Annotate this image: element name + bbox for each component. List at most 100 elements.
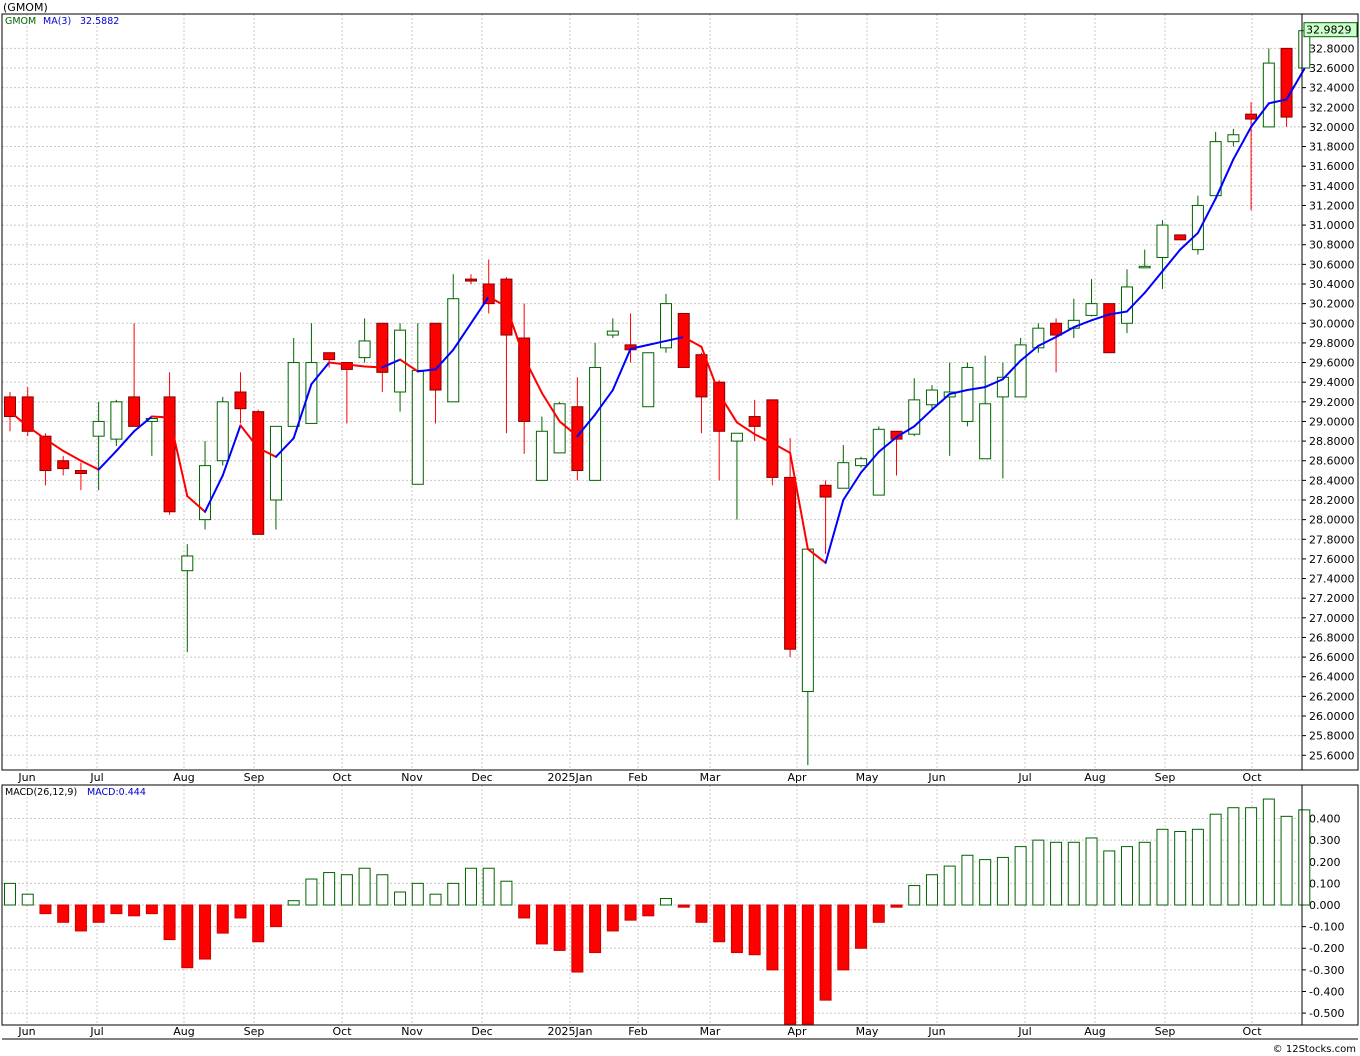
ma-segment [1001, 359, 1022, 381]
macd-month-label: 2025Jan [548, 1025, 593, 1038]
price-month-axis: Jun Jul Aug Sep Oct Nov Dec 2025Jan Feb Mar Apr May… [17, 771, 1262, 784]
macd-month-label: Aug [173, 1025, 194, 1038]
ma-segment [97, 449, 118, 471]
price-month-label: Apr [787, 771, 807, 784]
last-price-label: 32.9829 [1306, 24, 1352, 37]
price-tick-label: 25.6000 [1309, 749, 1355, 762]
ma-segment [1179, 231, 1199, 251]
candle-body [642, 352, 655, 408]
price-tick-label: 31.6000 [1309, 160, 1355, 173]
ma-segment [771, 442, 792, 454]
macd-bar [943, 865, 956, 906]
ma-segment [292, 383, 313, 440]
macd-bar [340, 874, 353, 906]
candle-body [128, 396, 141, 427]
price-tick-label: 28.6000 [1309, 455, 1355, 468]
macd-bar [1103, 850, 1116, 906]
macd-bar [872, 904, 885, 923]
candle-body [92, 420, 105, 437]
macd-bar [908, 885, 921, 906]
price-tick-label: 28.2000 [1309, 494, 1355, 507]
price-tick-label: 31.8000 [1309, 141, 1355, 154]
macd-legend: MACD(26,12,9) [5, 787, 77, 798]
macd-bar [837, 904, 850, 971]
price-tick-label: 26.6000 [1309, 651, 1355, 664]
macd-bar [713, 904, 726, 943]
chart-title: (GMOM) [3, 1, 48, 14]
ma-segment [452, 322, 472, 351]
ma-segment [505, 305, 526, 359]
price-tick-label: 32.6000 [1309, 62, 1355, 75]
candle-body [1191, 204, 1204, 251]
ma-segment [416, 368, 437, 373]
price-tick-label: 30.8000 [1309, 239, 1355, 252]
macd-month-axis: Jun Jul Aug Sep Oct Nov Dec 2025Jan Feb Mar Apr May… [17, 1025, 1262, 1038]
macd-bar [571, 904, 584, 973]
ma-segment [399, 358, 419, 373]
ma-segment [1090, 313, 1111, 322]
ma-segment [1196, 197, 1217, 234]
candle-body [766, 399, 779, 478]
price-tick-label: 29.6000 [1309, 357, 1355, 370]
macd-month-label: Jul [89, 1025, 103, 1038]
macd-bar [287, 900, 300, 906]
candle-body [358, 340, 371, 359]
macd-bar [784, 904, 797, 1025]
candle-body [1156, 224, 1169, 258]
candle-body [819, 484, 832, 498]
macd-bar [92, 904, 105, 923]
candle-body [269, 425, 282, 501]
candle-body [1174, 234, 1187, 241]
macd-bar [695, 904, 708, 923]
candle-body [801, 548, 814, 692]
candle-body [464, 278, 477, 282]
candle-body [784, 476, 797, 650]
candle-body [1120, 286, 1133, 324]
candle-body [376, 322, 389, 373]
candle-body [730, 432, 743, 442]
candle-body [1227, 134, 1240, 143]
macd-bar [1050, 841, 1063, 906]
macd-tick-label: -0.400 [1309, 985, 1344, 998]
ma-segment [576, 413, 597, 438]
candle-body [1032, 327, 1045, 349]
price-month-label: Oct [1242, 771, 1262, 784]
macd-bar [447, 882, 460, 906]
ma-segment [26, 425, 47, 441]
candle-body [252, 411, 265, 535]
macd-bar [199, 904, 212, 960]
macd-bar [305, 878, 318, 906]
ma-segment [257, 446, 277, 458]
macd-bar [145, 904, 158, 915]
macd-bar [21, 893, 34, 906]
macd-bar [411, 882, 424, 906]
macd-tick-label: 0.400 [1309, 813, 1341, 826]
price-month-label: Jun [927, 771, 945, 784]
macd-month-label: Nov [401, 1025, 423, 1038]
ma-segment [204, 474, 224, 513]
macd-bar [1262, 798, 1275, 906]
ma-segment [44, 438, 65, 452]
ma-segment [1055, 326, 1075, 339]
macd-bar [925, 874, 938, 906]
macd-tick-label: -0.200 [1309, 942, 1344, 955]
macd-month-label: Jun [927, 1025, 945, 1038]
ma-segment [629, 343, 650, 350]
ma-segment [930, 392, 951, 411]
candle-body [1280, 47, 1293, 118]
candle-body [1103, 303, 1116, 354]
price-month-label: Jul [89, 771, 103, 784]
candlestick-series [4, 30, 1311, 766]
price-tick-label: 29.2000 [1309, 396, 1355, 409]
macd-bar [766, 904, 779, 971]
candle-body [482, 283, 495, 305]
ma-segment [1285, 67, 1306, 101]
ma-segment [345, 363, 366, 368]
candle-body [553, 403, 566, 454]
ma-segment [1108, 310, 1128, 316]
macd-bar [518, 904, 531, 919]
ma-segment [540, 391, 561, 423]
price-tick-label: 25.8000 [1309, 730, 1355, 743]
macd-bar [57, 904, 70, 923]
macd-bar [1209, 813, 1222, 906]
